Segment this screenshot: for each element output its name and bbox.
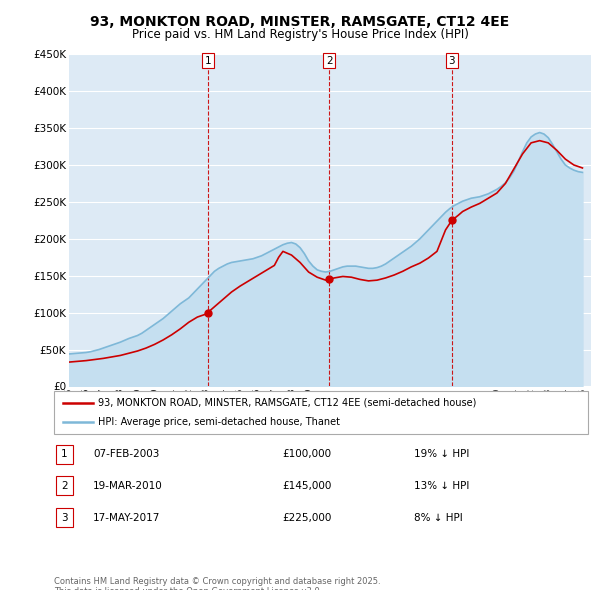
Text: 1: 1 bbox=[205, 56, 211, 65]
Text: Price paid vs. HM Land Registry's House Price Index (HPI): Price paid vs. HM Land Registry's House … bbox=[131, 28, 469, 41]
Text: 17-MAY-2017: 17-MAY-2017 bbox=[93, 513, 160, 523]
Text: £100,000: £100,000 bbox=[282, 449, 331, 459]
Text: 1: 1 bbox=[61, 449, 68, 459]
Text: 93, MONKTON ROAD, MINSTER, RAMSGATE, CT12 4EE: 93, MONKTON ROAD, MINSTER, RAMSGATE, CT1… bbox=[91, 15, 509, 29]
Text: 8% ↓ HPI: 8% ↓ HPI bbox=[414, 513, 463, 523]
Text: 07-FEB-2003: 07-FEB-2003 bbox=[93, 449, 160, 459]
Text: 13% ↓ HPI: 13% ↓ HPI bbox=[414, 481, 469, 491]
Text: 19-MAR-2010: 19-MAR-2010 bbox=[93, 481, 163, 491]
Text: Contains HM Land Registry data © Crown copyright and database right 2025.
This d: Contains HM Land Registry data © Crown c… bbox=[54, 577, 380, 590]
Text: HPI: Average price, semi-detached house, Thanet: HPI: Average price, semi-detached house,… bbox=[98, 417, 340, 427]
Text: 2: 2 bbox=[61, 481, 68, 491]
Text: £225,000: £225,000 bbox=[282, 513, 331, 523]
Text: 19% ↓ HPI: 19% ↓ HPI bbox=[414, 449, 469, 459]
Text: £145,000: £145,000 bbox=[282, 481, 331, 491]
Text: 3: 3 bbox=[449, 56, 455, 65]
Text: 2: 2 bbox=[326, 56, 332, 65]
Text: 93, MONKTON ROAD, MINSTER, RAMSGATE, CT12 4EE (semi-detached house): 93, MONKTON ROAD, MINSTER, RAMSGATE, CT1… bbox=[98, 398, 476, 408]
Text: 3: 3 bbox=[61, 513, 68, 523]
